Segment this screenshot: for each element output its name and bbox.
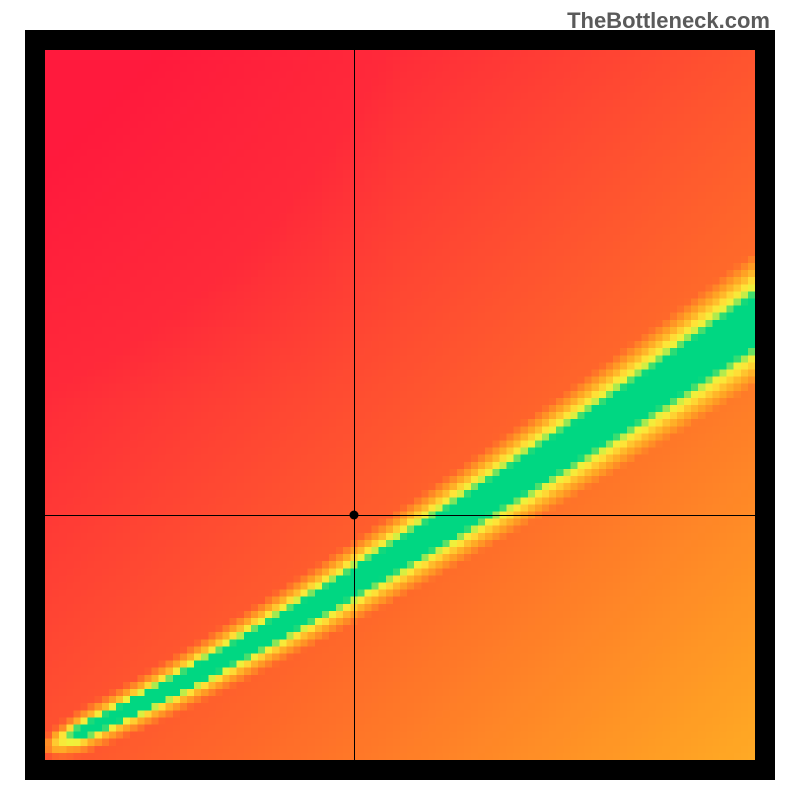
crosshair-marker-dot (349, 511, 358, 520)
chart-outer-frame (25, 30, 775, 780)
crosshair-vertical-line (354, 50, 355, 760)
crosshair-horizontal-line (45, 515, 755, 516)
heatmap-canvas (45, 50, 755, 760)
watermark-text: TheBottleneck.com (567, 8, 770, 34)
heatmap-plot-area (45, 50, 755, 760)
